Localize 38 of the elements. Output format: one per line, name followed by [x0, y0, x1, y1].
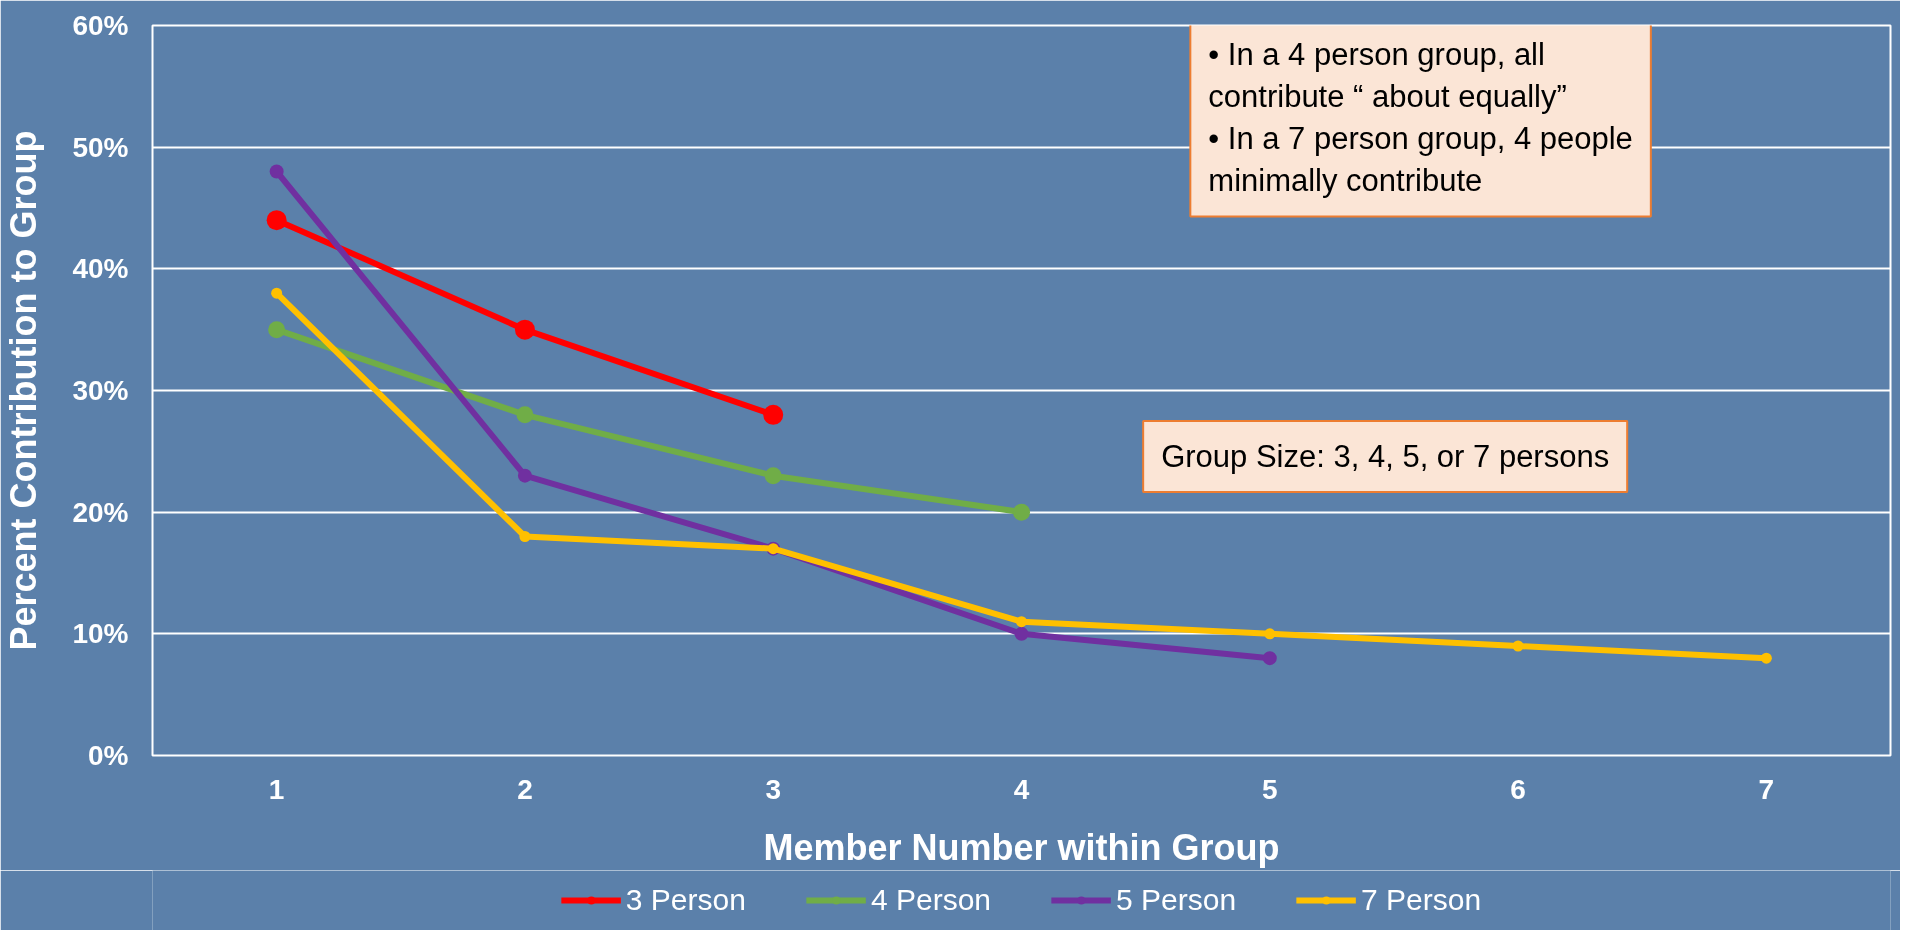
annotation: • In a 4 person group, all contribute “ about equally” • In a 7 person group, 4 people minimally contribute	[1208, 37, 1633, 199]
legend-label: 3 Person	[625, 883, 746, 917]
y-tick-label: 50%	[72, 131, 129, 163]
point	[1262, 651, 1277, 666]
point	[1013, 503, 1030, 521]
y-tick-label: 10%	[72, 618, 129, 650]
x-tick-label: 1	[268, 773, 285, 805]
point	[269, 164, 284, 179]
y-tick-label: 30%	[72, 375, 129, 406]
x-tick-label: 3	[765, 773, 782, 805]
y-tick-label: 20%	[72, 496, 129, 528]
point	[519, 531, 531, 542]
x-tick-label: 7	[1758, 773, 1775, 805]
legend-label: 4 Person	[870, 883, 991, 917]
y-tick-label: 0%	[88, 740, 129, 771]
y-tick-label: 60%	[72, 10, 129, 41]
point	[763, 404, 784, 425]
point	[517, 468, 532, 483]
y-axis-title: Percent Contribution to Group	[3, 130, 45, 651]
x-tick-label: 6	[1510, 773, 1526, 805]
point	[1016, 616, 1027, 628]
x-axis-title: Member Number within Group	[763, 826, 1280, 868]
point	[271, 287, 283, 299]
point	[764, 467, 782, 485]
point	[514, 319, 535, 340]
y-tick-label: 40%	[72, 253, 129, 285]
point	[1512, 640, 1524, 652]
legend-label: 7 Person	[1361, 883, 1482, 917]
point	[1264, 628, 1276, 640]
annotation: Group Size: 3, 4, 5, or 7 persons	[1161, 438, 1610, 474]
x-tick-label: 5	[1262, 773, 1278, 805]
point	[266, 210, 287, 231]
point	[1014, 626, 1029, 641]
point	[516, 406, 534, 424]
point	[268, 321, 286, 339]
x-tick-label: 2	[517, 773, 533, 805]
legend-label: 5 Person	[1116, 883, 1237, 917]
x-tick-label: 4	[1013, 773, 1030, 805]
